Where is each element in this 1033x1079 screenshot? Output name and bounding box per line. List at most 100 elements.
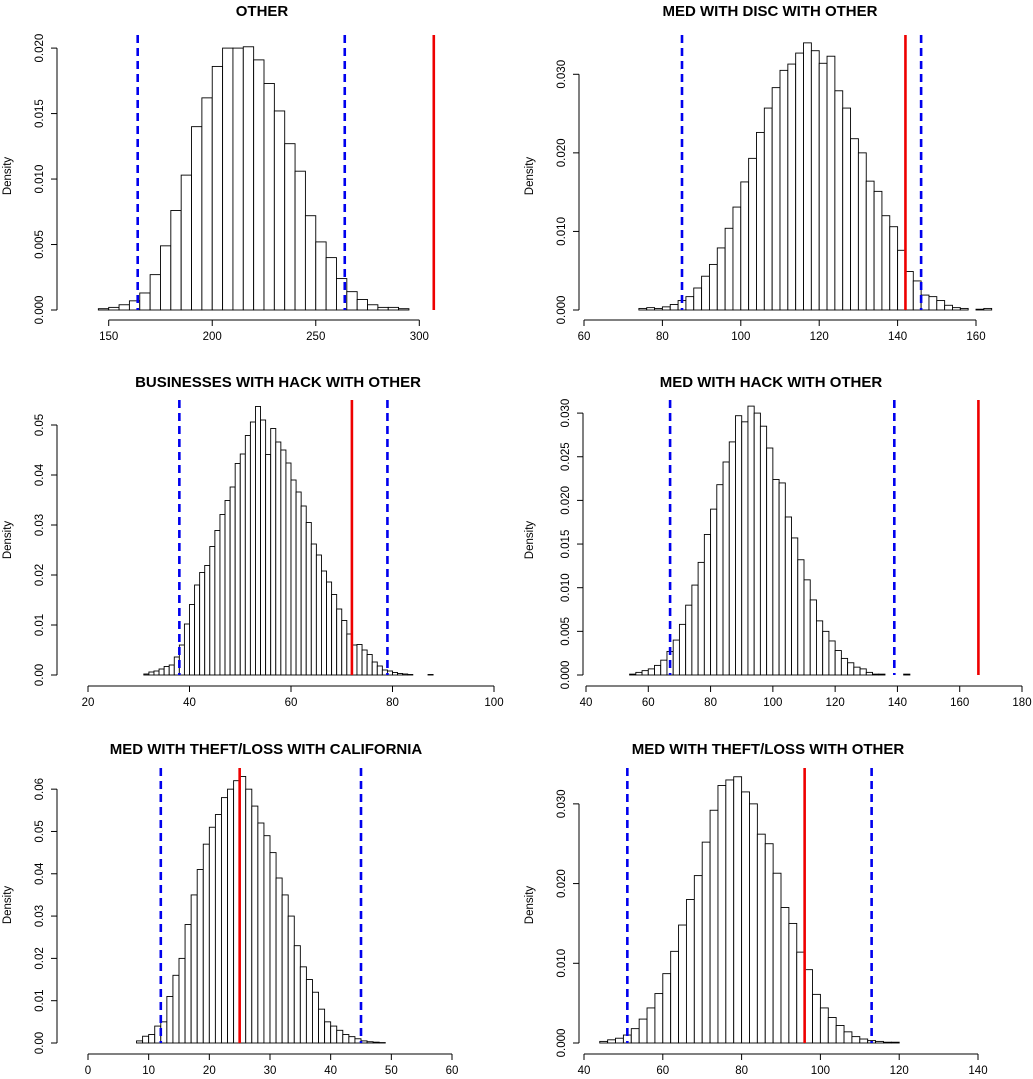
histogram-bar <box>669 304 679 311</box>
y-axis-label: Density <box>2 521 14 560</box>
histogram-bar <box>710 508 718 676</box>
histogram-bar <box>763 107 773 311</box>
histogram-bar <box>709 809 719 1044</box>
histogram-bars <box>638 42 993 311</box>
y-tick-label: 0.020 <box>34 34 46 63</box>
histogram-bar <box>753 412 761 676</box>
histogram-bar <box>843 1031 853 1044</box>
histogram-bar <box>239 453 246 676</box>
histogram-panel-1: OTHER Density 0.000 0.005 0.010 0.015 0.020 150… <box>2 3 436 343</box>
histogram-bar <box>196 869 204 1044</box>
x-tick-label: 40 <box>183 697 196 709</box>
histogram-bar <box>685 604 693 676</box>
histogram-bar <box>741 791 750 1044</box>
histogram-bar <box>251 805 259 1044</box>
x-tick-label: 20 <box>82 697 95 709</box>
histogram-bar <box>170 210 182 311</box>
x-tick-label: 30 <box>264 1065 277 1077</box>
histogram-bar <box>646 307 656 311</box>
histogram-bar <box>166 996 174 1044</box>
histogram-bars <box>136 776 386 1044</box>
x-tick-label: 120 <box>890 1065 909 1077</box>
histogram-bar <box>397 673 404 676</box>
y-tick-label: 0.030 <box>556 60 568 89</box>
histogram-bar <box>242 46 255 311</box>
panel-title: MED WITH THEFT/LOSS WITH CALIFORNIA <box>110 741 423 758</box>
histogram-bar <box>204 565 211 676</box>
histogram-bar <box>336 608 343 676</box>
histogram-bar <box>153 670 160 676</box>
histogram-bar <box>654 664 662 676</box>
histogram-bar <box>959 307 969 311</box>
histogram-bar <box>148 1034 156 1044</box>
histogram-bar <box>756 131 765 311</box>
histogram-bar <box>654 993 664 1044</box>
histogram-bar <box>229 486 236 676</box>
histogram-bar <box>803 42 812 311</box>
histogram-bar <box>356 299 368 311</box>
panel-title: BUSINESSES WITH HACK WITH OTHER <box>135 374 421 391</box>
histogram-bar <box>199 572 206 676</box>
y-tick-label: 0.000 <box>556 1029 568 1058</box>
histogram-bars <box>97 46 410 311</box>
histogram-bar <box>234 463 241 676</box>
y-tick-label: 0.000 <box>560 661 572 690</box>
histogram-bar <box>324 1021 332 1044</box>
histogram-bar <box>257 822 265 1044</box>
y-tick-label: 0.03 <box>34 905 46 927</box>
histogram-bar <box>607 1039 616 1044</box>
histogram-bar <box>178 957 186 1044</box>
histogram-bar <box>678 623 687 676</box>
histogram-bar <box>139 292 151 311</box>
histogram-bar <box>168 664 175 676</box>
histogram-bar <box>732 206 742 311</box>
histogram-bar <box>209 546 216 676</box>
histogram-bar <box>716 247 726 311</box>
histogram-bar <box>878 673 886 676</box>
histogram-bar <box>638 307 648 311</box>
histogram-bar <box>310 543 317 676</box>
histogram-bar <box>641 670 649 676</box>
x-tick-label: 0 <box>85 1065 91 1077</box>
histogram-bar <box>224 500 231 676</box>
histogram-bar <box>819 1007 829 1044</box>
histogram-bar <box>312 991 319 1044</box>
histogram-bar <box>842 107 852 311</box>
histogram-bar <box>149 274 161 311</box>
y-tick-label: 0.030 <box>560 399 572 428</box>
histogram-bar <box>629 673 637 676</box>
histogram-bars <box>599 776 900 1044</box>
histogram-bar <box>300 505 307 676</box>
histogram-bar <box>318 1008 326 1044</box>
histogram-bar <box>427 674 434 676</box>
histogram-bar <box>265 454 272 676</box>
histogram-bar <box>693 875 703 1044</box>
histogram-bar <box>654 307 663 311</box>
histogram-bar <box>928 296 938 311</box>
histogram-bar <box>245 788 253 1044</box>
y-tick-label: 0.04 <box>34 862 46 885</box>
histogram-bar <box>748 157 757 311</box>
x-tick-label: 80 <box>656 331 669 343</box>
histogram-bar <box>201 97 213 311</box>
histogram-bar <box>260 419 267 676</box>
histogram-bar <box>847 662 855 676</box>
histogram-bar <box>795 52 804 311</box>
panel-title: OTHER <box>236 3 289 20</box>
histogram-bar <box>728 441 736 676</box>
histogram-bar <box>330 1025 338 1044</box>
histogram-bar <box>740 181 750 311</box>
histogram-bar <box>853 666 861 676</box>
histogram-bar <box>828 640 836 676</box>
panel-title: MED WITH THEFT/LOSS WITH OTHER <box>632 741 905 758</box>
y-tick-label: 0.03 <box>34 514 46 536</box>
x-tick-label: 40 <box>580 697 593 709</box>
histogram-bar <box>315 241 327 311</box>
histogram-bar <box>812 993 821 1044</box>
x-tick-label: 120 <box>810 331 829 343</box>
x-tick-label: 140 <box>888 331 907 343</box>
histogram-bar <box>672 639 680 676</box>
histogram-bar <box>660 659 668 676</box>
histogram-bar <box>697 561 705 676</box>
